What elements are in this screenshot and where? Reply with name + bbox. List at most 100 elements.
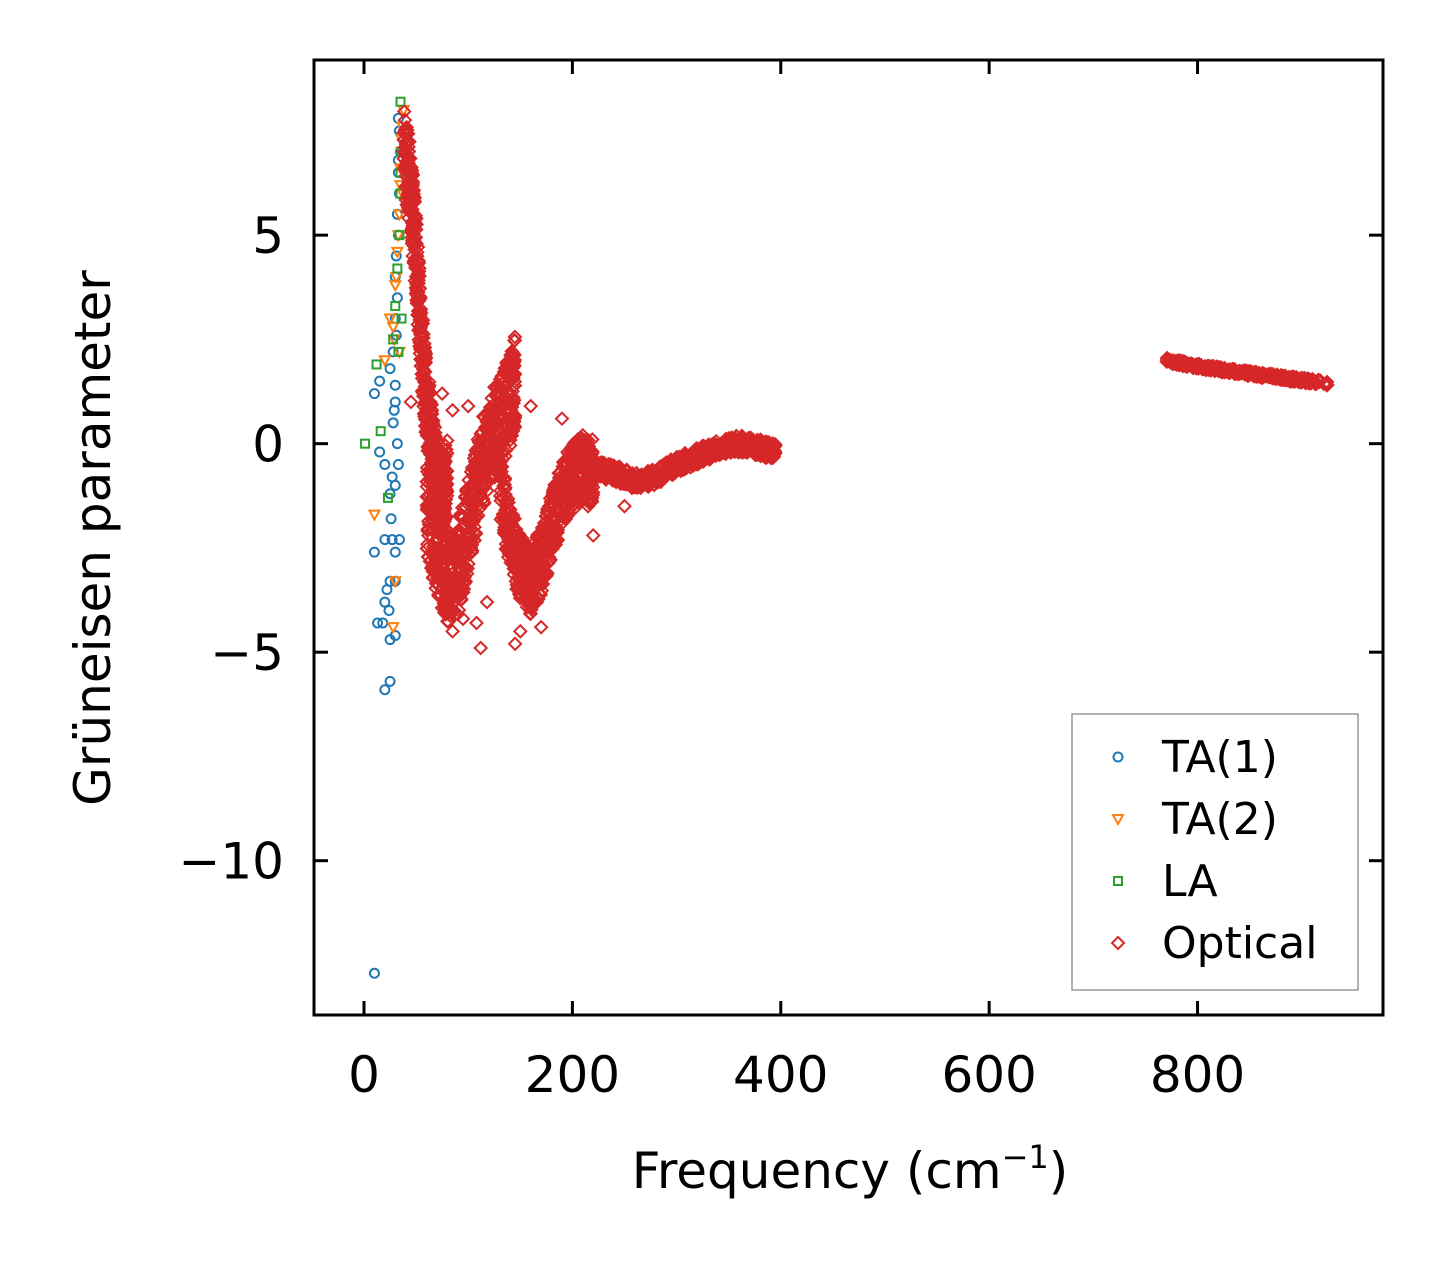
data-point [467,510,483,525]
data-point [463,479,479,495]
data-point [1306,373,1322,388]
data-point [450,525,466,541]
data-point [372,617,384,629]
data-point [1318,375,1334,391]
data-point [733,429,749,445]
data-point [445,623,460,639]
data-point [405,176,420,192]
data-points [360,96,1335,979]
data-point [652,460,668,476]
data-point [534,571,550,587]
data-point [1169,357,1184,373]
data-point [434,386,450,402]
data-point [484,452,500,468]
data-point [416,364,432,380]
data-point [757,435,773,451]
data-point [386,321,400,334]
data-point [568,449,583,465]
data-point [379,534,391,546]
data-point [388,334,399,345]
data-point [1175,353,1191,369]
data-point [409,217,425,232]
data-point [442,608,458,623]
data-point [1207,363,1223,379]
data-point [382,492,393,503]
data-point [575,427,591,443]
data-point [388,280,402,293]
data-point [525,592,541,608]
data-point [1227,366,1243,382]
data-point [733,431,749,447]
legend-label: Optical [1162,918,1317,969]
x-axis-label-sup: −1 [1002,1138,1049,1176]
data-point [482,421,498,437]
data-point [505,507,521,523]
data-point [451,545,467,561]
data-point [455,584,471,600]
data-point [406,205,421,221]
data-point [492,379,508,395]
data-point [368,546,380,558]
legend-marker [1111,814,1125,827]
data-point [607,473,623,489]
data-point [368,967,380,979]
data-point [411,275,426,291]
data-point [396,313,407,324]
data-point [713,436,729,452]
y-tick-label: −10 [178,833,284,891]
data-point [471,497,487,512]
data-point [414,324,430,340]
data-point [533,619,549,635]
data-point [758,447,774,463]
data-point [565,490,581,506]
x-tick-label: 600 [941,1046,1036,1104]
data-point [534,583,550,599]
data-point [396,104,412,119]
data-point [384,675,396,687]
data-point [368,388,380,400]
data-point [433,513,448,528]
data-point [1271,371,1287,387]
data-point [445,402,460,418]
data-point [585,528,601,543]
data-point [451,522,467,538]
data-point [415,316,431,331]
legend-item: TA(2) [1111,794,1278,845]
data-point [472,466,488,481]
data-point [535,521,551,536]
data-point [388,576,402,589]
data-point [455,611,471,627]
data-point [506,392,522,408]
legend-label: TA(1) [1161,732,1278,783]
data-point [462,528,478,543]
data-point [378,355,392,368]
data-point [493,466,508,482]
legend-label: TA(2) [1161,794,1278,845]
data-point [404,235,420,251]
data-point [390,250,402,262]
data-point [406,191,422,207]
data-point [535,564,551,579]
data-point [507,329,523,345]
data-point [1164,355,1179,371]
data-point [418,346,434,362]
data-point [436,484,452,500]
data-point [753,448,769,464]
data-point [1252,368,1268,384]
series-ta-1- [368,112,406,979]
data-point [383,604,395,616]
data-point [756,439,772,455]
data-point [462,494,478,509]
data-point [555,514,571,530]
data-point [506,353,521,368]
data-point [507,636,523,652]
data-point [471,452,487,468]
data-point [389,379,401,391]
data-point [405,222,421,238]
x-tick-label: 400 [733,1046,828,1104]
data-point [406,186,422,202]
data-point [617,498,632,514]
data-point [374,446,386,458]
data-point [512,623,528,639]
data-point [397,122,413,138]
